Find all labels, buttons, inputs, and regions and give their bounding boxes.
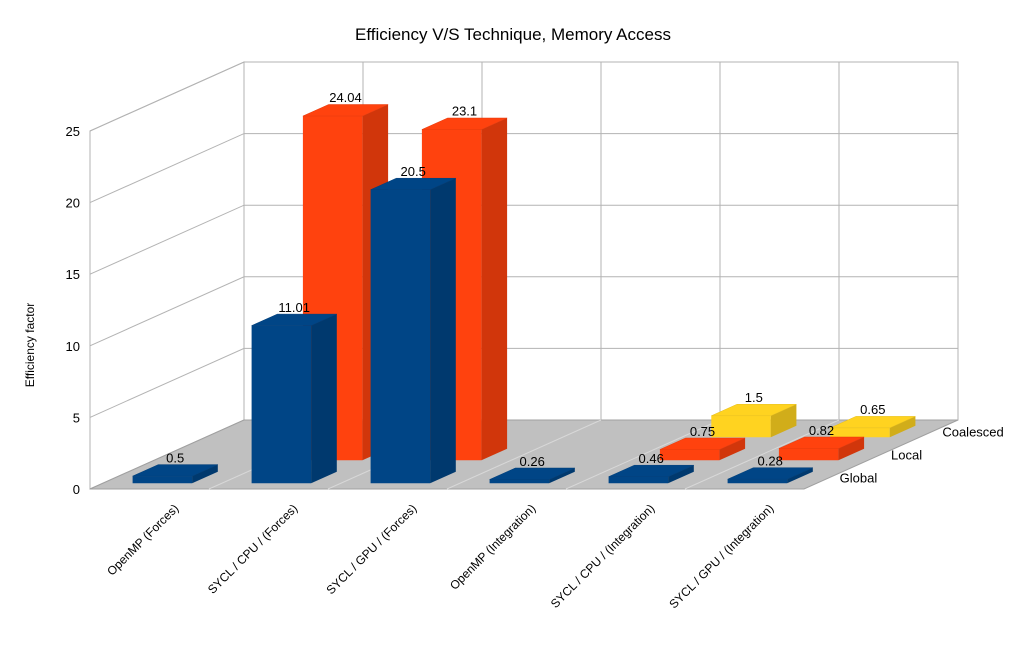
series-depth-labels: Global Local Coalesced [840, 425, 1004, 486]
data-label: 0.26 [520, 454, 545, 469]
bar-global-5 [727, 467, 813, 484]
bar-top-face [251, 313, 337, 326]
bar-front-face [370, 189, 431, 484]
x-tick-label: SYCL / CPU / (Integration) [548, 501, 658, 611]
bar-side-face [481, 118, 508, 461]
x-tick-label: OpenMP (Integration) [447, 501, 538, 592]
y-tick-label: 0 [73, 482, 80, 497]
x-tick-label: OpenMP (Forces) [104, 501, 181, 578]
bar-top-face [489, 467, 575, 480]
bar-local-5 [778, 436, 865, 461]
bar-side-face [770, 404, 797, 438]
y-tick-label: 15 [66, 267, 80, 282]
x-axis-labels: OpenMP (Forces) SYCL / CPU / (Forces) SYCL… [104, 501, 776, 611]
bar-top-face [659, 437, 746, 450]
x-tick-label: SYCL / CPU / (Forces) [205, 501, 300, 596]
data-label: 0.28 [758, 453, 783, 468]
bar-side-face [430, 178, 456, 484]
bar-top-face [302, 104, 389, 117]
series-label: Coalesced [942, 425, 1003, 440]
bar-top-face [421, 117, 508, 130]
bar-global-2 [370, 177, 456, 484]
data-label: 0.82 [809, 423, 834, 438]
data-label: 20.5 [401, 164, 426, 179]
bar-side-face [719, 438, 746, 461]
bar-global-1 [251, 313, 337, 484]
bar-top-face [608, 464, 694, 477]
y-tick-label: 5 [73, 410, 80, 425]
bar-global-0 [132, 464, 218, 484]
bar-top-face [830, 416, 916, 429]
series-label: Global [840, 471, 878, 486]
y-tick-label: 10 [66, 339, 80, 354]
bar-side-face [787, 467, 813, 484]
bar-global-3 [489, 467, 575, 484]
data-label: 0.65 [860, 402, 885, 417]
bar-front-face [711, 415, 771, 438]
floor-line [565, 419, 721, 490]
data-label: 11.01 [278, 300, 310, 315]
bar-front-face [608, 476, 669, 484]
floor-line [684, 419, 840, 490]
bar-front-face [251, 325, 312, 484]
bar-top-face [370, 177, 456, 190]
bar-front-face [830, 427, 890, 438]
bar-side-face [889, 416, 916, 438]
y-tick-label: 25 [66, 124, 80, 139]
bar-side-face [549, 468, 575, 484]
data-label: 0.5 [166, 450, 184, 465]
bar-front-face [132, 476, 193, 484]
bar-top-face [778, 436, 865, 449]
y-axis-ticks: 0 5 10 15 20 25 [66, 124, 80, 497]
bar-coalesced-5 [830, 416, 916, 438]
bar-side-face [311, 314, 337, 484]
bar-top-face [711, 404, 797, 417]
bar-side-face [192, 464, 218, 484]
y-tick-label: 20 [66, 196, 80, 211]
data-label: 23.1 [452, 104, 477, 119]
bar-front-face [778, 448, 839, 461]
series-label: Local [891, 448, 922, 463]
bar-side-face [668, 465, 694, 484]
x-tick-label: SYCL / GPU / (Integration) [666, 501, 776, 611]
bar-local-4 [659, 437, 746, 461]
data-label: 0.46 [639, 451, 664, 466]
bar-top-face [727, 467, 813, 480]
bar-global-4 [608, 464, 694, 484]
bar-top-face [132, 464, 218, 477]
floor-line [446, 419, 602, 490]
data-label: 24.04 [329, 90, 362, 105]
x-tick-label: SYCL / GPU / (Forces) [324, 501, 420, 597]
bar-front-face [659, 449, 720, 461]
bar-front-face [727, 479, 788, 484]
side-wall [89, 61, 245, 490]
data-label: 0.75 [690, 424, 715, 439]
chart-title: Efficiency V/S Technique, Memory Access [355, 25, 671, 44]
bar-coalesced-4 [711, 404, 797, 438]
bar-side-face [838, 437, 865, 461]
y-axis-label: Efficiency factor [23, 303, 37, 387]
bar-front-face [489, 479, 550, 484]
data-label: 1.5 [745, 390, 763, 405]
bars: 1.5 0.65 24.04 23.1 0.75 0.82 0.5 11.01 20.5 0.26… [132, 90, 916, 484]
